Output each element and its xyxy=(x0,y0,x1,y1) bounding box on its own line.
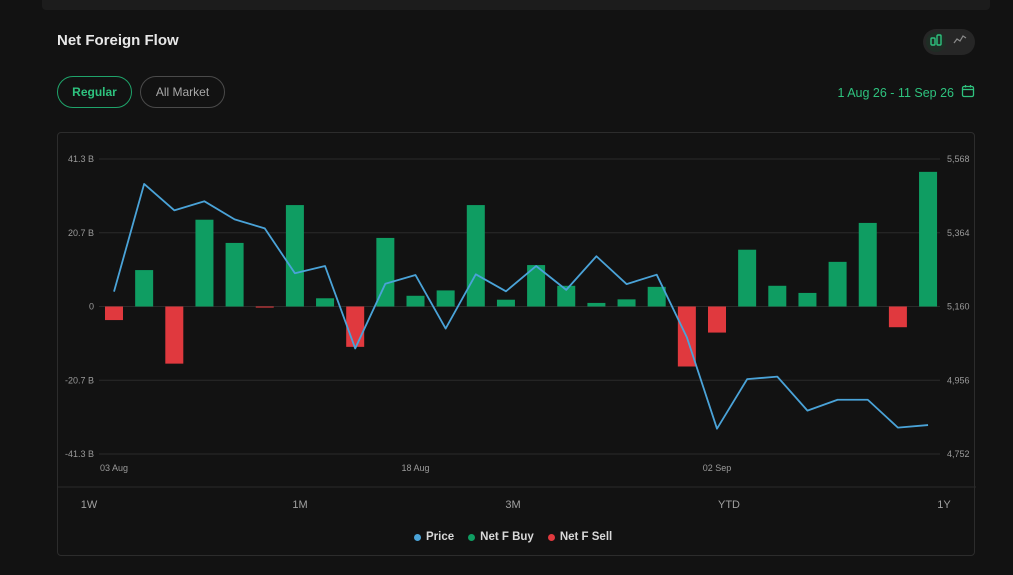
bar-chart-toggle-button[interactable] xyxy=(926,32,946,52)
x-axis-tick-label: 18 Aug xyxy=(401,463,429,473)
legend-dot-net-f-sell xyxy=(547,533,555,541)
left-axis-tick-label: -20.7 B xyxy=(65,375,94,385)
x-axis-tick-label: 02 Sep xyxy=(703,463,732,473)
net-f-buy-bar xyxy=(647,286,666,307)
net-f-buy-bar xyxy=(527,265,546,307)
range-button-1w[interactable]: 1W xyxy=(81,499,98,511)
line-chart-toggle-button[interactable] xyxy=(950,32,970,52)
net-f-buy-bar xyxy=(617,299,636,307)
net-f-buy-bar xyxy=(828,261,847,307)
net-f-buy-bar xyxy=(768,285,787,307)
net-f-sell-bar xyxy=(105,306,123,321)
legend-dot-price xyxy=(414,533,421,541)
left-axis-tick-label: 0 xyxy=(89,302,94,312)
right-axis-tick-label: 5,364 xyxy=(947,228,970,238)
net-f-buy-bar xyxy=(738,249,757,307)
legend-dot-net-f-buy xyxy=(468,533,476,541)
range-button-1m[interactable]: 1M xyxy=(292,499,307,511)
net-f-buy-bar xyxy=(587,302,606,307)
net-f-buy-bar xyxy=(316,298,335,307)
right-axis-tick-label: 5,568 xyxy=(947,154,970,164)
net-f-buy-bar xyxy=(466,205,485,307)
all-market-filter-button[interactable]: All Market xyxy=(140,76,225,108)
left-axis-tick-label: 20.7 B xyxy=(68,228,94,238)
line-chart-icon xyxy=(953,33,967,52)
range-button-ytd[interactable]: YTD xyxy=(718,499,740,511)
net-f-buy-bar xyxy=(798,292,817,307)
net-f-buy-bar xyxy=(858,222,877,307)
net-f-buy-bar xyxy=(285,205,304,307)
chart-legend: Price Net F Buy Net F Sell xyxy=(414,531,612,543)
left-axis-tick-label: -41.3 B xyxy=(65,449,94,459)
range-button-3m[interactable]: 3M xyxy=(505,499,520,511)
net-f-buy-bar xyxy=(496,299,515,307)
right-axis-tick-label: 4,956 xyxy=(947,375,970,385)
regular-filter-button[interactable]: Regular xyxy=(57,76,132,108)
net-f-buy-bar xyxy=(436,290,455,307)
right-axis-tick-label: 4,752 xyxy=(947,449,970,459)
net-f-sell-bar xyxy=(708,306,726,333)
net-f-buy-bar xyxy=(376,237,395,307)
right-axis-tick-label: 5,160 xyxy=(947,302,970,312)
bar-chart-icon xyxy=(929,33,943,52)
net-f-sell-bar xyxy=(255,306,274,308)
legend-item-net-f-sell[interactable]: Net F Sell xyxy=(547,531,613,543)
left-axis-tick-label: 41.3 B xyxy=(68,154,94,164)
x-axis-tick-label: 03 Aug xyxy=(100,463,128,473)
net-f-buy-bar xyxy=(225,242,244,307)
net-f-buy-bar xyxy=(135,270,154,307)
legend-item-net-f-buy[interactable]: Net F Buy xyxy=(468,531,534,543)
chart-view-toggle xyxy=(923,29,975,55)
net-f-sell-bar xyxy=(888,306,907,328)
range-button-1y[interactable]: 1Y xyxy=(937,499,951,511)
net-f-buy-bar xyxy=(406,295,425,307)
net-f-buy-bar xyxy=(195,219,214,307)
net-foreign-flow-chart: 41.3 B 5,568 20.7 B 5,364 0 5,160 -20.7 B 4,956… xyxy=(58,154,976,511)
legend-label-price: Price xyxy=(426,531,455,543)
net-f-sell-bar xyxy=(346,306,365,347)
chart-container: 41.3 B 5,568 20.7 B 5,364 0 5,160 -20.7 B 4,956… xyxy=(57,132,976,556)
calendar-icon xyxy=(961,84,975,101)
legend-label-net-f-buy: Net F Buy xyxy=(480,531,534,543)
top-panel-edge xyxy=(42,0,990,10)
net-f-buy-bar xyxy=(557,285,576,307)
net-f-sell-bar xyxy=(165,306,184,364)
net-f-buy-bar xyxy=(919,171,938,307)
date-range-picker[interactable]: 1 Aug 26 - 11 Sep 26 xyxy=(837,84,975,101)
legend-item-price[interactable]: Price xyxy=(414,531,454,543)
legend-label-net-f-sell: Net F Sell xyxy=(559,531,613,543)
date-range-label: 1 Aug 26 - 11 Sep 26 xyxy=(837,85,954,100)
page-title: Net Foreign Flow xyxy=(57,32,179,49)
price-line xyxy=(113,183,929,430)
